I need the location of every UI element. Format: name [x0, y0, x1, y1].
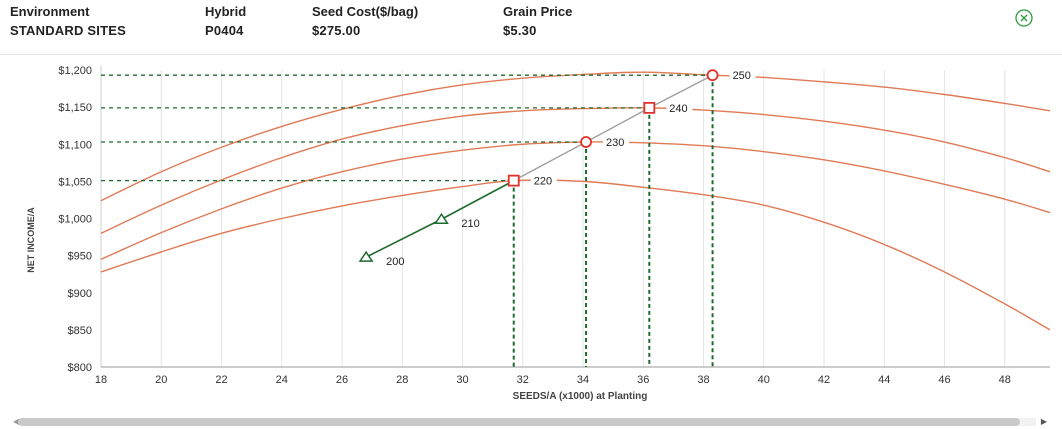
- circle-marker-230: [580, 136, 592, 148]
- tick-labels: 18 20 22 24 26 28 30 32 34 36 38 40 42 44 46 48 $800 $850…: [58, 65, 1011, 386]
- optimum-label-230: 230: [606, 137, 624, 149]
- x-tick-label-24: 24: [276, 374, 288, 386]
- grid-lines: [100, 70, 1006, 367]
- x-tick-label-36: 36: [637, 374, 649, 386]
- scroll-right-arrow-icon[interactable]: ▶: [1040, 417, 1048, 426]
- y-tick-label-900: $900: [68, 288, 92, 300]
- optimum-path-high: [513, 74, 713, 182]
- optimum-label-210: 210: [461, 218, 479, 230]
- y-tick-label-1100: $1,100: [58, 139, 92, 151]
- hybrid-label: Hybrid: [205, 4, 247, 19]
- horizontal-scrollbar[interactable]: ◀ ▶: [10, 416, 1050, 428]
- square-marker-240: [643, 101, 656, 114]
- x-tick-label-38: 38: [697, 374, 709, 386]
- income-curve-230: [100, 141, 1051, 260]
- y-tick-label-800: $800: [68, 362, 92, 374]
- optimum-label-200: 200: [386, 256, 404, 268]
- square-marker-220: [507, 174, 520, 187]
- optimum-label-240: 240: [669, 103, 687, 115]
- close-button[interactable]: [1015, 9, 1033, 27]
- circle-marker-250: [706, 69, 719, 82]
- income-curve-240: [100, 107, 1051, 234]
- seed-cost-value: $275.00: [312, 23, 361, 38]
- optimum-path: [365, 74, 713, 258]
- scroll-thumb[interactable]: [18, 418, 1020, 426]
- seed-cost-info: Seed Cost($/bag) $275.00: [312, 4, 418, 39]
- x-tick-label-40: 40: [758, 374, 770, 386]
- triangle-marker-210: [434, 212, 449, 224]
- axes: [100, 66, 1050, 368]
- scroll-left-arrow-icon[interactable]: ◀: [12, 417, 20, 426]
- triangle-marker-200: [358, 250, 374, 262]
- x-tick-label-22: 22: [215, 374, 227, 386]
- grain-price-value: $5.30: [503, 23, 537, 38]
- close-circle-icon: [1015, 9, 1033, 27]
- optimum-label-220: 220: [534, 176, 552, 188]
- income-curve-220: [100, 179, 1051, 331]
- optimum-labels: 200 210 220 230 240 250: [386, 68, 756, 268]
- x-tick-label-28: 28: [396, 374, 408, 386]
- optimum-guide-lines: [101, 74, 714, 367]
- chart-svg: 18 20 22 24 26 28 30 32 34 36 38 40 42 44 46 48 $800 $850…: [26, 65, 1051, 402]
- environment-info: Environment STANDARD SITES: [10, 4, 126, 39]
- label-bg-230: [603, 135, 630, 150]
- x-tick-label-42: 42: [818, 374, 830, 386]
- x-tick-label-32: 32: [517, 374, 529, 386]
- x-tick-label-18: 18: [95, 374, 107, 386]
- optimum-markers: [358, 69, 719, 262]
- seed-cost-label: Seed Cost($/bag): [312, 4, 419, 19]
- income-curve-250: [100, 71, 1051, 202]
- x-tick-label-26: 26: [336, 374, 348, 386]
- label-bg-250: [729, 68, 756, 83]
- net-income-chart: 18 20 22 24 26 28 30 32 34 36 38 40 42 44 46 48 $800 $850…: [0, 60, 1062, 410]
- environment-label: Environment: [10, 4, 90, 19]
- income-curves: [100, 71, 1051, 331]
- x-tick-label-34: 34: [577, 374, 589, 386]
- grain-price-info: Grain Price $5.30: [503, 4, 572, 39]
- label-bg-220: [530, 173, 557, 188]
- y-axis-title: NET INCOME/A: [26, 207, 36, 273]
- y-tick-label-1150: $1,150: [58, 102, 92, 114]
- x-tick-label-46: 46: [938, 374, 950, 386]
- grain-price-label: Grain Price: [503, 4, 573, 19]
- x-tick-label-48: 48: [999, 374, 1011, 386]
- optimum-label-250: 250: [733, 70, 751, 82]
- y-tick-label-1000: $1,000: [58, 214, 92, 226]
- y-tick-label-850: $850: [68, 325, 92, 337]
- y-tick-label-950: $950: [68, 251, 92, 263]
- x-tick-label-20: 20: [155, 374, 167, 386]
- x-axis-title: SEEDS/A (x1000) at Planting: [513, 391, 648, 402]
- label-bg-240: [666, 100, 693, 115]
- info-header: Environment STANDARD SITES Hybrid P0404 …: [0, 0, 1062, 55]
- environment-value: STANDARD SITES: [10, 23, 126, 38]
- hybrid-info: Hybrid P0404: [205, 4, 246, 39]
- y-tick-label-1200: $1,200: [58, 65, 92, 77]
- x-tick-label-30: 30: [456, 374, 468, 386]
- hybrid-value: P0404: [205, 23, 244, 38]
- x-tick-label-44: 44: [878, 374, 890, 386]
- y-tick-label-1050: $1,050: [58, 176, 92, 188]
